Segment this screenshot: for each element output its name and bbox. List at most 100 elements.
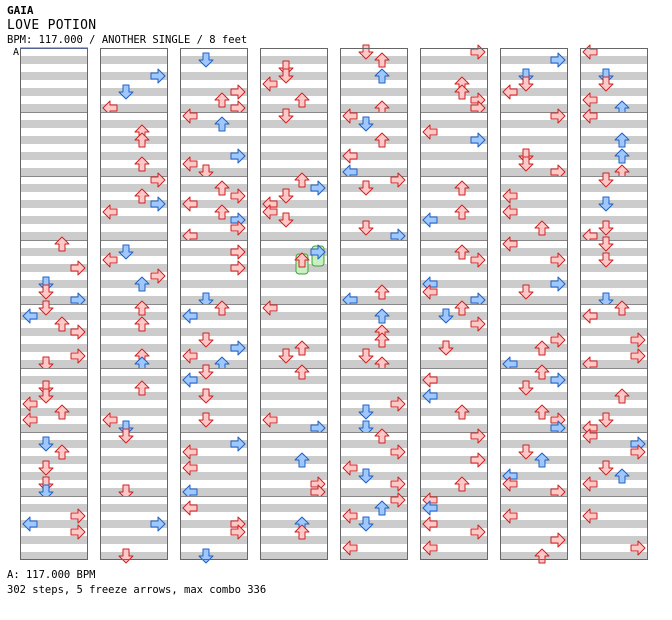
down-arrow-icon bbox=[198, 332, 214, 348]
up-arrow-icon bbox=[214, 116, 230, 132]
measure bbox=[500, 432, 568, 500]
up-arrow-icon bbox=[54, 404, 70, 420]
up-arrow-icon bbox=[374, 500, 390, 516]
beat-stripe bbox=[180, 104, 248, 112]
down-arrow-icon bbox=[598, 460, 614, 476]
beat-stripe bbox=[100, 344, 168, 352]
right-arrow-icon bbox=[470, 252, 486, 268]
left-arrow-icon bbox=[182, 500, 198, 516]
beat-stripe bbox=[500, 520, 568, 528]
down-arrow-icon bbox=[358, 220, 374, 236]
beat-stripe bbox=[100, 248, 168, 256]
left-arrow-icon bbox=[502, 508, 518, 524]
up-arrow-icon bbox=[54, 316, 70, 332]
beat-stripe bbox=[500, 424, 568, 432]
left-arrow-icon bbox=[502, 236, 518, 252]
up-arrow-icon bbox=[374, 132, 390, 148]
down-arrow-icon bbox=[518, 284, 534, 300]
beat-stripe bbox=[180, 488, 248, 496]
up-arrow-icon bbox=[374, 428, 390, 444]
beat-stripe bbox=[580, 488, 648, 496]
measure bbox=[180, 496, 248, 564]
measure bbox=[500, 236, 568, 304]
beat-stripe bbox=[420, 280, 488, 288]
up-arrow-icon bbox=[54, 236, 70, 252]
column-border bbox=[180, 48, 248, 560]
beat-stripe bbox=[340, 280, 408, 288]
right-arrow-icon bbox=[390, 492, 406, 508]
up-arrow-icon bbox=[534, 548, 550, 564]
beat-stripe bbox=[20, 280, 88, 288]
beat-stripe bbox=[180, 504, 248, 512]
up-arrow-icon bbox=[294, 364, 310, 380]
beat-stripe bbox=[260, 504, 328, 512]
beat-stripe bbox=[180, 472, 248, 480]
chart-column bbox=[100, 48, 168, 564]
right-arrow-icon bbox=[550, 52, 566, 68]
down-arrow-icon bbox=[198, 164, 214, 180]
beat-stripe bbox=[260, 520, 328, 528]
down-arrow-icon bbox=[198, 52, 214, 68]
right-arrow-icon bbox=[230, 436, 246, 452]
down-arrow-icon bbox=[358, 468, 374, 484]
beat-stripe bbox=[20, 376, 88, 384]
down-arrow-icon bbox=[598, 76, 614, 92]
beat-stripe bbox=[260, 56, 328, 64]
beat-stripe bbox=[340, 296, 408, 304]
beat-stripe bbox=[20, 264, 88, 272]
beat-stripe bbox=[580, 104, 648, 112]
beat-stripe bbox=[500, 232, 568, 240]
beat-stripe bbox=[420, 552, 488, 560]
beat-stripe bbox=[340, 200, 408, 208]
chart-column bbox=[580, 44, 648, 560]
measure bbox=[580, 236, 648, 308]
beat-stripe bbox=[500, 168, 568, 176]
beat-stripe bbox=[100, 88, 168, 96]
down-arrow-icon bbox=[38, 300, 54, 316]
beat-stripe bbox=[500, 56, 568, 64]
left-arrow-icon bbox=[182, 108, 198, 124]
beat-stripe bbox=[260, 408, 328, 416]
beat-stripe bbox=[100, 56, 168, 64]
beat-stripe bbox=[340, 264, 408, 272]
beat-stripe bbox=[180, 232, 248, 240]
beat-stripe bbox=[180, 200, 248, 208]
beat-stripe bbox=[180, 280, 248, 288]
beat-stripe bbox=[20, 72, 88, 80]
right-arrow-icon bbox=[390, 172, 406, 188]
beat-stripe bbox=[580, 136, 648, 144]
column-border bbox=[340, 48, 408, 560]
down-arrow-icon bbox=[38, 460, 54, 476]
beat-stripe bbox=[100, 440, 168, 448]
beat-stripe bbox=[20, 504, 88, 512]
measure bbox=[20, 432, 88, 500]
beat-stripe bbox=[20, 184, 88, 192]
beat-stripe bbox=[20, 488, 88, 496]
beat-stripe bbox=[500, 296, 568, 304]
beat-stripe bbox=[340, 216, 408, 224]
beat-stripe bbox=[180, 136, 248, 144]
beat-stripe bbox=[260, 104, 328, 112]
chart-column bbox=[340, 44, 408, 560]
beat-stripe bbox=[580, 152, 648, 160]
beat-stripe bbox=[180, 296, 248, 304]
column-border bbox=[580, 48, 648, 560]
measure bbox=[100, 300, 168, 372]
beat-stripe bbox=[20, 392, 88, 400]
up-arrow-icon bbox=[454, 476, 470, 492]
down-arrow-icon bbox=[198, 364, 214, 380]
beat-stripe bbox=[500, 312, 568, 320]
left-arrow-icon bbox=[582, 108, 598, 124]
left-arrow-icon bbox=[102, 412, 118, 428]
left-arrow-icon bbox=[262, 76, 278, 92]
down-arrow-icon bbox=[598, 196, 614, 212]
left-arrow-icon bbox=[422, 516, 438, 532]
beat-stripe bbox=[20, 360, 88, 368]
beat-stripe bbox=[100, 472, 168, 480]
beat-stripe bbox=[20, 152, 88, 160]
measure bbox=[180, 364, 248, 432]
beat-stripe bbox=[180, 376, 248, 384]
beat-stripe bbox=[260, 424, 328, 432]
beat-stripe bbox=[420, 408, 488, 416]
